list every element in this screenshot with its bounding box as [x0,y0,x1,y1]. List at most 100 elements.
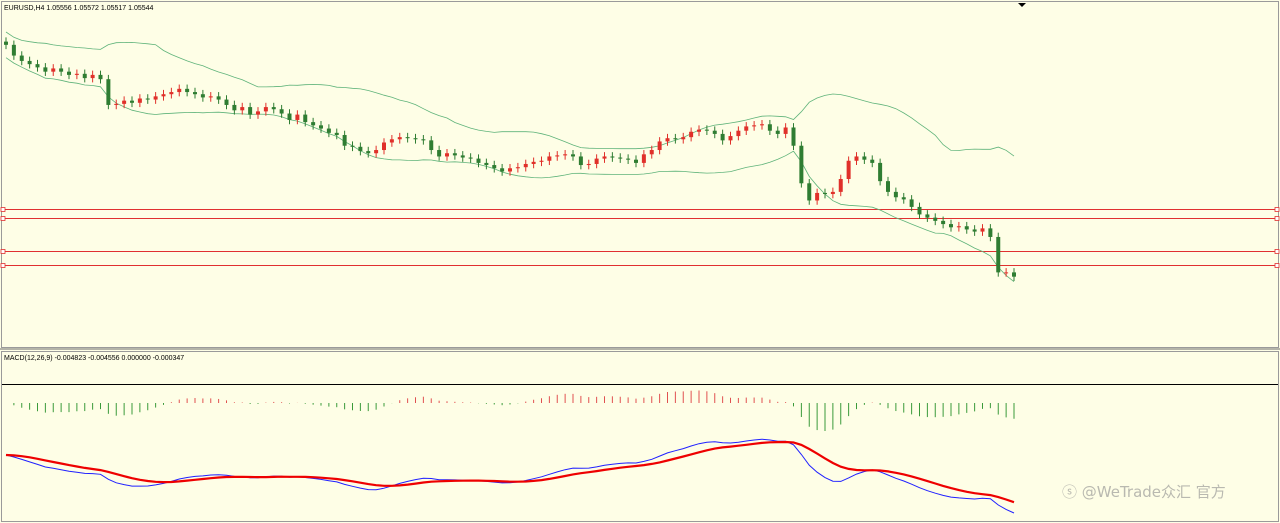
candle-body-12 [98,74,103,80]
candle-body-36 [287,113,292,120]
candle-body-31 [248,107,253,115]
candle-body-16 [130,100,134,103]
candle-body-100 [791,127,796,146]
candle-body-121 [956,226,961,228]
candle-body-6 [51,68,56,72]
candle-body-107 [846,160,851,179]
hline-handle-right-3[interactable] [1274,263,1280,268]
hline-handle-left-2[interactable] [0,249,6,254]
candle-body-78 [618,157,623,159]
candle-body-93 [736,130,741,137]
candle-body-65 [515,167,520,169]
candle-body-21 [169,92,174,95]
candle-body-17 [137,98,142,103]
candle-body-19 [153,96,158,100]
candle-body-98 [775,130,780,134]
candle-body-20 [161,94,166,97]
candle-body-95 [752,125,757,127]
candle-body-91 [720,133,725,141]
candle-body-9 [74,73,79,75]
candle-body-96 [760,124,764,126]
candle-body-7 [59,68,64,72]
candle-body-38 [303,114,308,123]
candle-body-80 [634,159,638,163]
shift-marker-icon[interactable] [1018,3,1026,7]
candle-body-128 [1012,272,1016,277]
candle-body-39 [311,122,316,126]
candle-body-84 [665,138,670,142]
candle-body-62 [492,165,497,169]
candle-body-13 [106,79,111,105]
candle-body-14 [114,103,119,105]
candle-body-53 [421,139,426,141]
signal-line [5,440,1015,504]
candle-body-103 [815,192,820,201]
candle-body-51 [405,137,410,139]
hline-handle-right-0[interactable] [1274,207,1280,212]
candle-body-114 [901,197,906,200]
candle-body-56 [445,153,449,157]
candle-body-120 [949,224,953,228]
candle-body-37 [295,114,300,120]
candle-body-75 [594,158,599,164]
candle-body-76 [602,156,607,159]
candle-body-123 [972,229,977,232]
main-pane-header: EURUSD,H4 1.05556 1.05572 1.05517 1.0554… [4,5,154,12]
candle-body-1 [11,44,16,56]
candle-body-77 [610,156,615,158]
candle-body-68 [539,160,544,162]
candle-body-27 [216,96,221,100]
bollinger-upper [5,31,1015,157]
candle-body-22 [177,88,182,93]
candle-body-32 [256,111,260,115]
candle-body-45 [358,146,363,152]
candle-body-97 [767,124,772,131]
candle-body-48 [382,142,386,151]
candle-body-108 [854,156,859,161]
candle-body-79 [626,158,631,160]
candle-body-5 [43,67,48,72]
candle-body-88 [697,129,701,132]
candle-body-94 [744,126,749,131]
hline-handle-left-0[interactable] [0,207,6,212]
candle-body-40 [319,125,323,129]
candle-body-52 [413,138,418,140]
candle-body-115 [909,199,914,207]
hline-handle-left-1[interactable] [0,216,6,221]
candle-body-73 [578,156,583,166]
candle-body-59 [468,157,473,159]
candle-body-42 [334,132,339,135]
candle-body-70 [555,155,560,157]
candle-body-66 [523,163,528,168]
hline-handle-left-3[interactable] [0,263,6,268]
hline-handle-right-2[interactable] [1274,249,1280,254]
candle-body-85 [673,138,678,140]
candle-body-105 [830,191,835,195]
hline-handle-right-1[interactable] [1274,216,1280,221]
candle-body-54 [429,140,434,151]
candle-body-25 [200,94,205,98]
candle-body-109 [862,156,867,160]
candle-body-30 [240,107,245,111]
watermark: ⓢ @WeTrade众汇 官方 [1062,483,1226,501]
candle-body-110 [870,159,875,163]
candle-body-49 [389,139,394,143]
candle-body-46 [366,151,371,154]
candle-body-99 [783,127,788,134]
candle-body-24 [193,92,197,95]
candle-body-10 [82,73,87,79]
candle-body-63 [500,168,505,172]
candle-body-4 [35,64,40,68]
candle-body-106 [838,179,843,192]
candle-body-57 [452,153,457,156]
candle-body-29 [232,104,237,111]
candle-body-15 [122,100,127,104]
candle-body-82 [649,150,654,155]
candle-body-122 [964,226,969,230]
candle-body-26 [208,96,213,98]
candle-body-87 [689,131,694,138]
candle-body-55 [437,150,442,157]
candle-body-43 [342,134,347,146]
candle-body-111 [878,162,883,182]
